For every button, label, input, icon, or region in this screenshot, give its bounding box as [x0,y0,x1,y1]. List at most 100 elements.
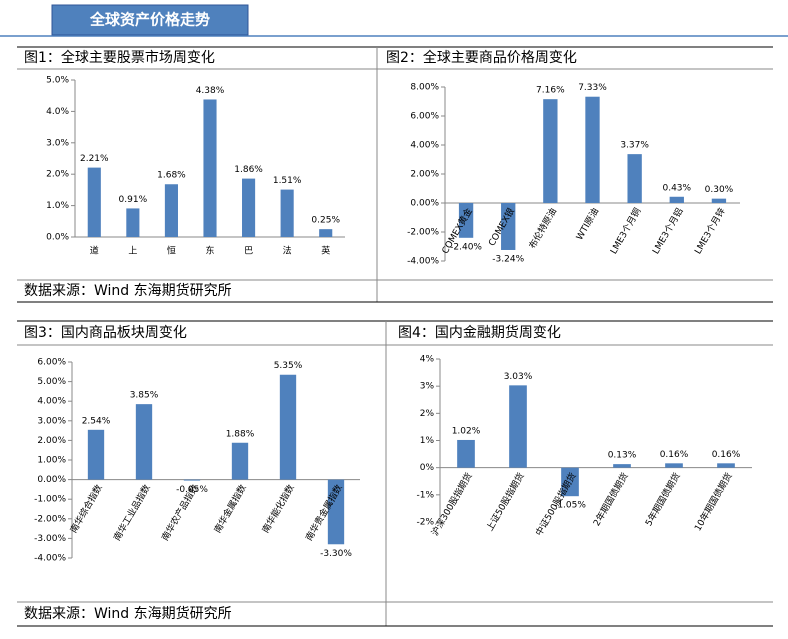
y-tick-label: 4.00% [410,141,439,151]
y-tick-label: 2.0% [46,170,69,180]
x-tick-label: 上证50股指期货 [484,470,527,533]
value-label: 7.33% [578,83,607,93]
value-label: 0.25% [311,216,340,226]
value-label: 0.43% [662,183,691,193]
bar [543,99,558,203]
bar [280,189,294,237]
header-box [51,4,249,36]
y-tick-label: 1.00% [37,456,66,466]
x-tick-label: 南华综合指数 [67,482,104,535]
bar [231,442,249,480]
y-tick-label: 0.00% [410,199,439,209]
y-tick-label: 1.0% [46,201,69,211]
y-tick-label: -4.00% [34,554,66,564]
x-tick-label: 恒 [167,245,176,257]
value-label: -2.40% [450,242,482,252]
value-label: 7.16% [536,86,565,96]
bar [87,167,101,237]
value-label: 2.54% [82,416,111,426]
value-label: 3.37% [620,141,649,151]
panel-title: 图3：国内商品板块周变化 [24,325,187,341]
bar [665,463,683,468]
value-label: 3.03% [504,372,533,382]
y-tick-label: 0.00% [37,475,66,485]
bar [627,154,642,203]
bar [509,385,527,468]
y-tick-label: 2% [420,409,435,419]
x-tick-label: 上 [128,246,137,257]
y-tick-label: 0.0% [46,233,69,243]
panel-title: 图2：全球主要商品价格周变化 [386,49,577,66]
bar [613,464,631,468]
y-tick-label: 6.00% [37,358,66,368]
bar [717,463,735,468]
header-title: 全球资产价格走势 [89,11,210,29]
source: 数据来源：Wind 东海期货研究所 [24,282,232,299]
y-tick-label: 8.00% [410,83,439,93]
value-label: 3.85% [130,391,159,401]
y-tick-label: -2.00% [34,514,66,524]
panel-title: 图1：全球主要股票市场周变化 [24,49,215,66]
value-label: 2.21% [80,154,109,164]
y-tick-label: 3.00% [37,416,66,426]
bar [327,479,345,545]
y-tick-label: 4% [420,355,435,365]
bar [711,198,727,203]
frames [17,46,773,627]
x-tick-label: 法 [283,245,292,257]
bar [183,479,201,481]
x-tick-label: 道 [90,245,99,257]
value-label: 1.86% [234,165,263,175]
y-tick-label: 3% [420,382,435,392]
value-label: 4.38% [196,86,225,96]
y-tick-label: -2% [416,518,434,528]
x-tick-label: 巴 [244,246,253,257]
y-tick-label: 4.0% [46,107,69,117]
x-tick-label: LME3个月锌 [692,206,728,256]
y-tick-label: 1% [420,436,435,446]
bar [203,99,217,237]
value-label: -0.05% [176,485,208,495]
x-tick-label: 2年期国债期货 [591,470,631,528]
bar [458,203,474,238]
x-tick-label: LME3个月铝 [650,206,686,256]
value-label: 0.16% [712,450,741,460]
value-label: 0.91% [119,195,148,205]
panel-title: 图4：国内金融期货周变化 [398,324,561,341]
y-tick-label: -1.00% [34,495,66,505]
y-tick-label: -4.00% [407,257,439,267]
bar [319,229,333,237]
y-tick-label: 5.00% [37,377,66,387]
x-tick-label: 南华能化指数 [259,482,296,535]
bar [242,178,256,237]
y-tick-label: 5.0% [46,76,69,86]
x-tick-label: 布伦特原油 [526,206,559,251]
value-label: 0.16% [660,450,689,460]
y-tick-label: 3.0% [46,138,69,148]
value-label: 0.13% [608,451,637,461]
bar [501,203,516,250]
bar [457,439,475,468]
value-label: 1.88% [226,429,255,439]
x-tick-label: 5年期国债期货 [643,470,683,528]
y-tick-label: -2.00% [407,228,439,238]
bar [164,184,178,237]
bar [279,374,297,480]
bar [585,96,600,203]
x-tick-label: 英 [321,245,330,257]
y-tick-label: 4.00% [37,397,66,407]
y-tick-label: 2.00% [410,170,439,180]
x-tick-label: 沪深300股指期货 [429,470,475,538]
y-tick-label: 2.00% [37,436,66,446]
value-label: -1.05% [554,501,586,511]
y-tick-label: -3.00% [34,534,66,544]
value-label: -3.30% [320,549,352,559]
y-tick-label: 0% [420,463,435,473]
x-tick-label: 南华金属指数 [211,482,248,535]
value-label: 1.02% [452,426,481,436]
value-label: 1.51% [273,176,302,186]
x-tick-label: 南华工业品指数 [111,482,153,543]
bar [669,196,684,203]
source: 数据来源：Wind 东海期货研究所 [24,605,232,622]
